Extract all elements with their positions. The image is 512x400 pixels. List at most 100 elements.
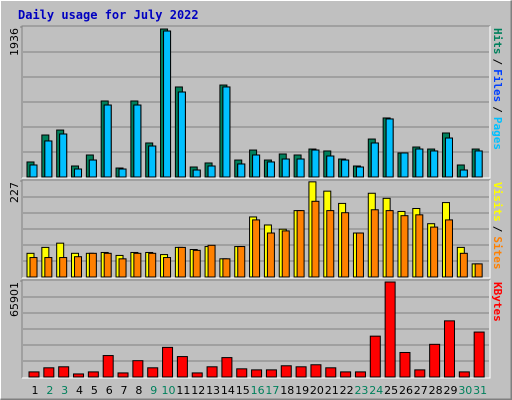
bar (117, 372, 129, 378)
bar (444, 219, 453, 278)
bar (221, 357, 233, 378)
bar (74, 256, 83, 278)
x-tick-label: 25 (384, 384, 398, 397)
bar (163, 30, 172, 178)
bar (354, 371, 366, 378)
bar (430, 226, 439, 278)
bar (355, 232, 364, 278)
bar (74, 168, 83, 178)
bar (415, 148, 424, 178)
x-tick-label: 31 (473, 384, 487, 397)
bar (266, 161, 275, 178)
bar (237, 163, 246, 178)
x-tick-label: 2 (46, 384, 53, 397)
panel-bevel (22, 26, 491, 179)
bar (87, 371, 99, 378)
bar (325, 367, 337, 378)
bar (280, 365, 292, 378)
panel-bevel (22, 280, 491, 379)
bar (252, 154, 261, 178)
bar (192, 249, 201, 278)
bar (132, 360, 144, 378)
bar (295, 366, 307, 378)
bar (443, 320, 455, 378)
x-tick-label: 13 (206, 384, 220, 397)
bar (341, 159, 350, 178)
bar (340, 371, 352, 378)
panel-bevel (21, 179, 490, 278)
x-tick-label: 28 (429, 384, 443, 397)
bar (118, 258, 127, 278)
bar (252, 219, 261, 278)
bar (296, 158, 305, 178)
bar (59, 257, 68, 278)
x-tick-label: 30 (458, 384, 472, 397)
legend-entry: Visits (491, 182, 504, 222)
bar (237, 246, 246, 278)
bar (430, 150, 439, 178)
bar (206, 366, 218, 378)
bar (281, 158, 290, 178)
legend-entry: Hits (491, 28, 504, 55)
x-tick-label: 12 (191, 384, 205, 397)
bar (311, 149, 320, 178)
bar (73, 373, 85, 378)
bar (133, 252, 142, 278)
x-tick-label: 15 (236, 384, 250, 397)
x-tick-label: 4 (76, 384, 83, 397)
bar (265, 369, 277, 378)
bar (266, 232, 275, 278)
bar (222, 86, 231, 178)
bar (474, 263, 483, 278)
panel-bevel (21, 279, 490, 378)
bar (415, 214, 424, 278)
bar (370, 142, 379, 178)
legend-entry: KBytes (491, 282, 504, 322)
bar (384, 281, 396, 378)
bar (400, 152, 409, 178)
panel-bevel (22, 180, 491, 279)
bar (59, 133, 68, 178)
legend-separator: / (491, 59, 504, 66)
bar (28, 371, 40, 378)
bar (133, 104, 142, 178)
legend-entry: Sites (491, 236, 504, 269)
legend: KBytes (491, 282, 504, 322)
bar (177, 246, 186, 278)
bar (148, 145, 157, 178)
panel-bevel (21, 25, 490, 178)
x-tick-label: 7 (121, 384, 128, 397)
bar (103, 104, 112, 178)
bar (458, 371, 470, 378)
x-tick-label: 10 (162, 384, 176, 397)
bar (103, 252, 112, 278)
legend: Hits / Files / Pages (491, 28, 504, 150)
bar (385, 118, 394, 178)
bar (400, 215, 409, 278)
bar (444, 137, 453, 178)
y-tick-label: 227 (8, 182, 21, 203)
bar (44, 140, 53, 178)
legend-entry: Pages (491, 117, 504, 150)
bar (207, 165, 216, 178)
x-tick-label: 5 (91, 384, 98, 397)
bar (191, 372, 203, 378)
bar (326, 210, 335, 278)
x-tick-label: 3 (61, 384, 68, 397)
x-tick-label: 26 (399, 384, 413, 397)
bar (58, 366, 70, 378)
bar (473, 331, 485, 378)
bar (311, 200, 320, 278)
bar (43, 367, 55, 378)
bar (251, 369, 263, 378)
x-tick-label: 11 (176, 384, 190, 397)
bar (147, 367, 159, 378)
y-tick-label: 1936 (8, 28, 21, 56)
bar (399, 351, 411, 378)
bar (296, 210, 305, 278)
bar (355, 166, 364, 178)
y-tick-label: 65901 (8, 282, 21, 317)
x-tick-label: 21 (325, 384, 339, 397)
